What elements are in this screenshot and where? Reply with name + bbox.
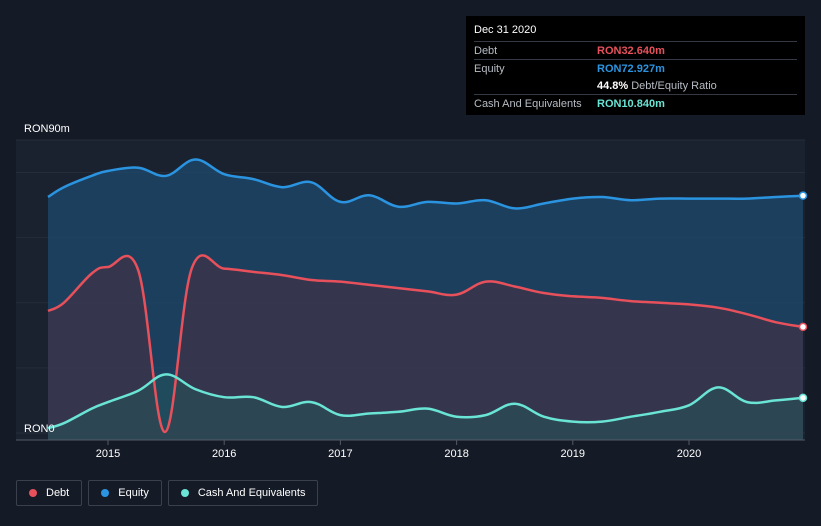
tooltip-row-cash: Cash And Equivalents RON10.840m (474, 94, 797, 112)
tooltip-date: Dec 31 2020 (474, 24, 537, 36)
debt-area (48, 255, 803, 440)
equity-line (47, 158, 804, 210)
tooltip: Dec 31 2020 Debt RON32.640m Equity RON72… (466, 16, 805, 115)
equity-end-marker (798, 191, 808, 200)
y-min-label: RON0 (24, 423, 55, 435)
y-axis: RON90m RON0 (24, 123, 70, 435)
legend-label: Equity (118, 487, 149, 499)
x-axis: 2015 2016 2017 2018 2019 2020 (16, 439, 805, 460)
legend-item-debt[interactable]: Debt (16, 480, 83, 506)
series-lines (47, 158, 804, 434)
legend: Debt Equity Cash And Equivalents (16, 480, 319, 506)
equity-dot-icon (101, 489, 110, 497)
legend-item-cash[interactable]: Cash And Equivalents (167, 480, 319, 506)
tooltip-value-equity: RON72.927m (597, 62, 665, 75)
y-max-label: RON90m (24, 123, 70, 135)
tooltip-row-equity: Equity RON72.927m (474, 59, 797, 77)
legend-label: Debt (46, 487, 70, 499)
tooltip-row-debt: Debt RON32.640m (474, 41, 797, 59)
tooltip-label: Cash And Equivalents (474, 97, 582, 110)
tooltip-row-ratio: 44.8% Debt/Equity Ratio (474, 77, 797, 94)
x-tick-label: 2018 (444, 448, 468, 460)
x-tick-label: 2020 (677, 448, 701, 460)
tooltip-ratio-label: Debt/Equity Ratio (631, 79, 717, 92)
cash-and-equivalents-area (48, 374, 803, 440)
series-areas (48, 159, 803, 440)
cash-dot-icon (180, 489, 189, 497)
debt-end-marker (798, 322, 808, 332)
legend-item-equity[interactable]: Equity (88, 480, 162, 506)
cash-and-equivalents-line (47, 373, 804, 430)
debt-dot-icon (29, 489, 37, 497)
tooltip-value-ratio: 44.8% (597, 79, 629, 92)
x-tick-label: 2015 (96, 448, 120, 460)
cash-and-equivalents-end-marker (798, 393, 808, 403)
tooltip-label: Equity (474, 62, 505, 75)
tooltip-value-debt: RON32.640m (597, 44, 665, 57)
x-tick-label: 2019 (561, 448, 585, 460)
tooltip-label: Debt (474, 44, 498, 57)
legend-label: Cash And Equivalents (197, 487, 306, 499)
x-tick-label: 2016 (212, 448, 236, 460)
tooltip-value-cash: RON10.840m (597, 97, 665, 110)
tooltip-ratio-wrap: 44.8% Debt/Equity Ratio (597, 80, 717, 92)
series-end-markers (798, 191, 808, 403)
x-tick-label: 2017 (328, 448, 352, 460)
debt-line (47, 254, 804, 434)
